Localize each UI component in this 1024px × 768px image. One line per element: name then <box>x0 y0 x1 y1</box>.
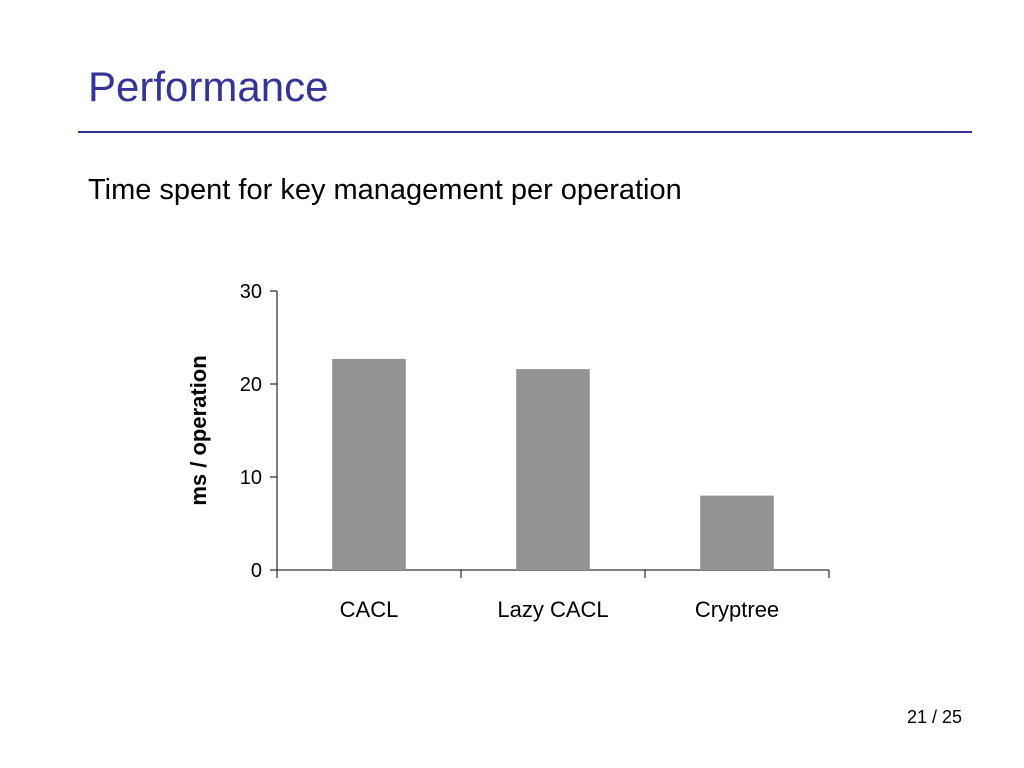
x-tick-label: CACL <box>340 597 399 622</box>
y-axis-title: ms / operation <box>186 355 211 505</box>
x-tick-label: Lazy CACL <box>497 597 608 622</box>
bar-cryptree <box>700 495 774 570</box>
page-number: 21 / 25 <box>906 707 962 727</box>
y-tick-label: 30 <box>240 281 262 303</box>
bar-lazy-cacl <box>516 369 590 570</box>
y-tick-label: 20 <box>240 374 262 396</box>
x-tick-label: Cryptree <box>695 597 779 622</box>
slide-title: Performance <box>88 63 329 110</box>
y-tick-label: 10 <box>240 467 262 489</box>
y-tick-label: 0 <box>251 560 262 582</box>
title-divider <box>78 131 972 133</box>
slide-subtitle: Time spent for key management per operat… <box>88 174 682 206</box>
bar-cacl <box>332 358 406 570</box>
